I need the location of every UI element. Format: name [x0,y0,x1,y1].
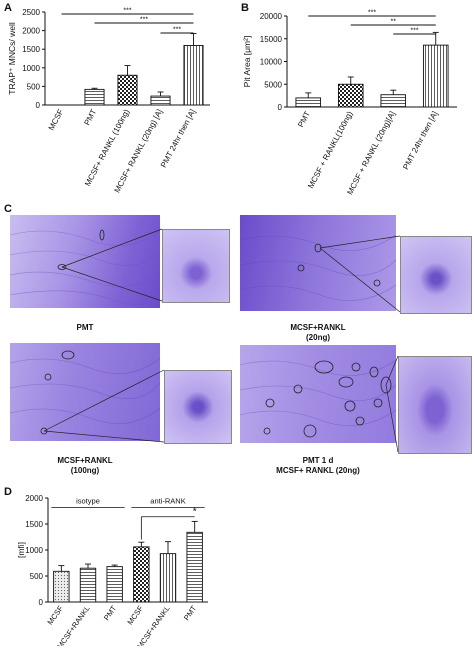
category-label: PMT [296,110,312,129]
inset-pmt [162,229,230,303]
y-tick-label: 0 [278,103,283,112]
caption-line-2: MCSF+ RANKL (20ng) [276,466,360,475]
cell-marker [380,376,392,394]
y-tick-label: 500 [27,82,41,91]
bar [337,83,364,108]
cell-marker [297,264,305,272]
chart-a: 0 500 1000 1500 2000 2500 TRAP⁺ MNCs/ well MCSF… [7,8,210,194]
bar [79,567,97,603]
caption-line-1: PMT 1 d [302,456,334,465]
bar [150,95,171,106]
caption-line-2: (100ng) [70,466,100,475]
panel-label-a: A [4,2,12,14]
category-label: PMT 24hr then [A] [401,110,439,171]
y-tick-label: 1000 [22,64,40,73]
inset-mcsf-rankl-100 [164,370,232,444]
category-label: MCSF [47,108,66,132]
y-tick-label: 500 [30,572,44,581]
category-label: PMT [82,108,98,127]
cell-marker [373,398,383,408]
inset-pmt-1d [398,356,472,454]
cell-marker [369,366,379,378]
group-label-anti-rank: anti-RANK [150,496,185,505]
y-tick-label: 20000 [260,12,283,21]
panel-label-d: D [4,486,12,498]
category-label: MCSF + RANKL(100ng) [306,109,354,189]
category-label: MCSF [45,604,65,627]
cell-marker [99,229,105,241]
y-tick-label: 0 [36,101,41,110]
micrograph-mcsf-rankl-20 [240,215,396,311]
bar [183,45,204,106]
y-tick-label: 15000 [260,35,283,44]
bar [422,44,449,108]
bar [159,553,177,603]
cell-marker [265,398,275,408]
y-tick-label: 0 [39,598,44,607]
micrograph-pmt-1d [240,345,396,443]
category-label: PMT 24hr then [A] [159,108,197,169]
panel-label-b: B [241,2,249,14]
cell-marker [314,243,322,253]
cell-marker [351,362,361,372]
cell-marker [314,360,334,374]
cell-marker [61,350,75,360]
caption-mcsf-rankl-20: MCSF+RANKL (20ng) [240,323,396,343]
bar [117,74,138,106]
bar [84,88,105,106]
significance-label: ** [391,19,397,26]
significance-label: *** [123,8,131,15]
cell-marker [263,427,271,435]
group-label-isotype: isotype [76,496,100,505]
caption-line-1: MCSF+RANKL [57,456,113,465]
cell-marker [303,424,317,438]
caption-line-1: MCSF+RANKL [290,323,346,332]
y-axis-label: [mfi] [16,542,26,558]
y-tick-label: 2500 [22,8,40,17]
cell-marker [338,376,354,388]
cell-marker [293,384,303,394]
bar [106,566,123,603]
bar [53,570,70,603]
cell-marker [57,264,67,270]
bar [133,546,150,603]
y-tick-label: 5000 [264,80,282,89]
micrograph-pmt [10,215,160,308]
category-label: PMT [102,604,119,622]
cell-marker [40,427,48,435]
caption-line-2: (20ng) [306,333,330,342]
micrograph-mcsf-rankl-100 [10,343,160,441]
bar [380,94,407,108]
y-tick-label: 2000 [22,27,40,36]
y-tick-label: 1500 [25,520,43,529]
caption-pmt-1d: PMT 1 d MCSF+ RANKL (20ng) [240,456,396,476]
y-tick-label: 2000 [25,494,43,503]
significance-label: *** [410,28,418,35]
y-tick-label: 10000 [260,58,283,67]
significance-label: * [193,507,197,518]
cell-marker [44,373,52,381]
category-label: MCSF + RANKL (20ng)[A] [345,110,397,197]
y-tick-label: 1000 [25,546,43,555]
bar [295,97,322,108]
cell-marker [355,416,365,426]
significance-label: *** [140,17,148,24]
significance-label: *** [368,10,376,17]
cell-marker [344,400,356,412]
y-tick-label: 1500 [22,45,40,54]
category-label: MCSF [125,604,145,627]
inset-mcsf-rankl-20 [400,236,472,314]
significance-label: *** [173,27,181,34]
bar [186,531,203,603]
category-label: PMT [182,604,199,622]
panel-label-c: C [4,203,12,215]
y-axis-label: Pit Area [μm²] [242,36,252,88]
cell-marker [373,279,381,287]
caption-mcsf-rankl-100: MCSF+RANKL (100ng) [10,456,160,476]
y-axis-label: TRAP⁺ MNCs/ well [7,22,17,95]
caption-pmt: PMT [76,323,94,332]
